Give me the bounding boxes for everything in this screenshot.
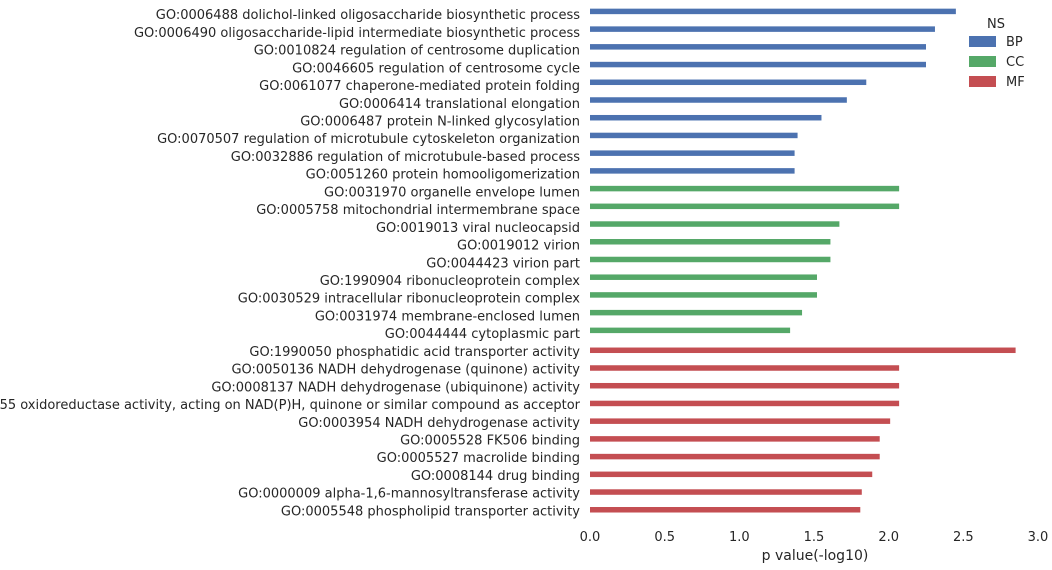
category-label-bp-8: GO:0070507 regulation of microtubule cyt… — [157, 132, 580, 147]
category-label-cc-7: GO:0030529 intracellular ribonucleoprote… — [238, 292, 581, 307]
x-tick-label: 2.0 — [878, 530, 899, 545]
category-label-mf-9: GO:0000009 alpha-1,6-mannosyltransferase… — [238, 487, 580, 502]
bar-mf-3 — [590, 382, 900, 389]
category-label-bp-4: GO:0046605 regulation of centrosome cycl… — [292, 61, 580, 76]
bar-cc-9 — [590, 327, 791, 334]
category-label-cc-2: GO:0005758 mitochondrial intermembrane s… — [256, 203, 580, 218]
category-label-bp-1: GO:0006488 dolichol-linked oligosacchari… — [156, 8, 580, 23]
bar-bp-3 — [590, 44, 926, 50]
bar-cc-1 — [590, 185, 900, 192]
bar-mf-4 — [590, 400, 900, 407]
bar-mf-10 — [590, 507, 861, 513]
x-tick-label: 2.5 — [953, 530, 974, 545]
category-label-mf-1: GO:1990050 phosphatidic acid transporter… — [249, 345, 580, 360]
category-label-mf-6: GO:0005528 FK506 binding — [400, 433, 580, 448]
bar-bp-7 — [590, 114, 822, 121]
category-label-bp-9: GO:0032886 regulation of microtubule-bas… — [231, 150, 580, 165]
category-label-bp-7: GO:0006487 protein N-linked glycosylatio… — [300, 115, 580, 130]
bar-cc-8 — [590, 309, 803, 316]
category-label-cc-4: GO:0019012 virion — [457, 239, 580, 254]
bars-group — [590, 8, 1016, 513]
category-label-mf-4: GO:0016655 oxidoreductase activity, acti… — [0, 398, 581, 413]
bar-mf-2 — [590, 365, 900, 371]
category-label-mf-10: GO:0005548 phospholipid transporter acti… — [281, 504, 580, 519]
legend-label-mf: MF — [1006, 75, 1025, 90]
category-label-mf-7: GO:0005527 macrolide binding — [377, 451, 580, 466]
x-tick-label: 1.0 — [729, 530, 750, 545]
category-label-cc-8: GO:0031974 membrane-enclosed lumen — [315, 309, 580, 324]
category-label-bp-3: GO:0010824 regulation of centrosome dupl… — [254, 44, 580, 59]
bar-bp-2 — [590, 26, 935, 32]
legend-swatch-bp — [969, 36, 996, 47]
category-labels-group: GO:0006488 dolichol-linked oligosacchari… — [0, 8, 581, 519]
bar-bp-5 — [590, 79, 867, 86]
bar-bp-1 — [590, 8, 956, 15]
category-label-bp-10: GO:0051260 protein homooligomerization — [306, 168, 580, 183]
bar-cc-6 — [590, 274, 817, 280]
x-tick-label: 3.0 — [1028, 530, 1049, 545]
category-label-cc-5: GO:0044423 virion part — [426, 256, 580, 271]
category-label-cc-3: GO:0019013 viral nucleocapsid — [376, 221, 580, 236]
bar-bp-8 — [590, 132, 798, 139]
x-tick-label: 0.5 — [654, 530, 675, 545]
bar-cc-3 — [590, 221, 840, 227]
bar-bp-9 — [590, 150, 795, 156]
x-tick-labels-group: 0.0 0.5 1.0 1.5 2.0 2.5 3.0 — [580, 530, 1049, 545]
x-tick-label: 0.0 — [580, 530, 601, 545]
bar-cc-4 — [590, 239, 831, 245]
legend: NS BP CC MF — [969, 17, 1025, 90]
legend-title: NS — [987, 17, 1005, 32]
category-label-cc-6: GO:1990904 ribonucleoprotein complex — [320, 274, 581, 289]
bar-mf-8 — [590, 471, 873, 478]
bar-mf-1 — [590, 347, 1016, 354]
category-label-cc-1: GO:0031970 organelle envelope lumen — [324, 185, 580, 200]
bar-mf-7 — [590, 453, 880, 460]
category-label-bp-2: GO:0006490 oligosaccharide-lipid interme… — [134, 26, 580, 41]
legend-entries: BP CC MF — [969, 35, 1025, 90]
bar-cc-7 — [590, 292, 817, 298]
category-label-mf-3: GO:0008137 NADH dehydrogenase (ubiquinon… — [211, 380, 580, 395]
category-label-bp-5: GO:0061077 chaperone-mediated protein fo… — [259, 79, 580, 94]
x-axis-label: p value(-log10) — [762, 548, 869, 564]
category-label-mf-5: GO:0003954 NADH dehydrogenase activity — [298, 416, 580, 431]
bar-bp-6 — [590, 97, 847, 103]
bar-bp-10 — [590, 168, 795, 174]
category-label-cc-9: GO:0044444 cytoplasmic part — [385, 327, 580, 342]
legend-label-bp: BP — [1006, 35, 1023, 50]
bar-cc-2 — [590, 203, 900, 210]
legend-swatch-cc — [969, 56, 996, 67]
legend-swatch-mf — [969, 76, 996, 87]
bar-bp-4 — [590, 61, 926, 68]
category-label-mf-2: GO:0050136 NADH dehydrogenase (quinone) … — [231, 363, 580, 378]
bar-cc-5 — [590, 256, 831, 263]
legend-label-cc: CC — [1006, 55, 1024, 70]
x-tick-label: 1.5 — [804, 530, 825, 545]
bar-mf-6 — [590, 436, 880, 442]
bar-mf-9 — [590, 489, 862, 495]
category-label-mf-8: GO:0008144 drug binding — [411, 469, 580, 484]
category-label-bp-6: GO:0006414 translational elongation — [339, 97, 580, 112]
bar-mf-5 — [590, 418, 891, 424]
